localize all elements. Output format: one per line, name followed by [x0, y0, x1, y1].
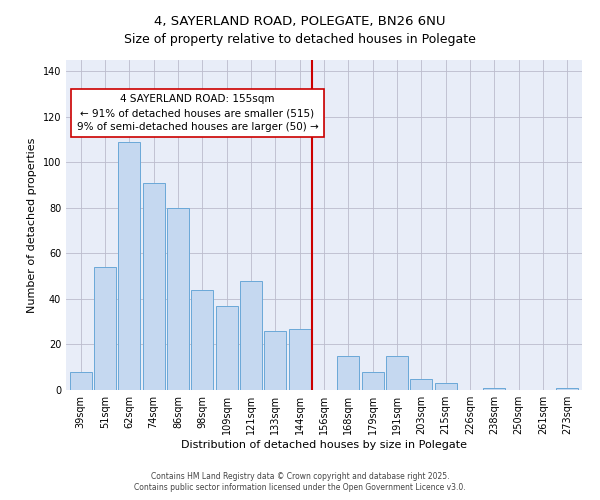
Bar: [337, 356, 359, 390]
Bar: [484, 388, 505, 390]
Bar: [167, 208, 189, 390]
Text: Contains HM Land Registry data © Crown copyright and database right 2025.
Contai: Contains HM Land Registry data © Crown c…: [134, 472, 466, 492]
Bar: [215, 306, 238, 390]
Bar: [70, 372, 92, 390]
Bar: [265, 331, 286, 390]
Bar: [240, 281, 262, 390]
Bar: [191, 290, 213, 390]
Bar: [556, 388, 578, 390]
Bar: [143, 183, 164, 390]
Y-axis label: Number of detached properties: Number of detached properties: [27, 138, 37, 312]
Bar: [386, 356, 408, 390]
Bar: [94, 267, 116, 390]
Text: 4, SAYERLAND ROAD, POLEGATE, BN26 6NU: 4, SAYERLAND ROAD, POLEGATE, BN26 6NU: [154, 15, 446, 28]
Bar: [118, 142, 140, 390]
Bar: [289, 328, 311, 390]
Bar: [362, 372, 383, 390]
Bar: [435, 383, 457, 390]
Bar: [410, 378, 433, 390]
Text: 4 SAYERLAND ROAD: 155sqm
← 91% of detached houses are smaller (515)
9% of semi-d: 4 SAYERLAND ROAD: 155sqm ← 91% of detach…: [77, 94, 319, 132]
X-axis label: Distribution of detached houses by size in Polegate: Distribution of detached houses by size …: [181, 440, 467, 450]
Text: Size of property relative to detached houses in Polegate: Size of property relative to detached ho…: [124, 32, 476, 46]
